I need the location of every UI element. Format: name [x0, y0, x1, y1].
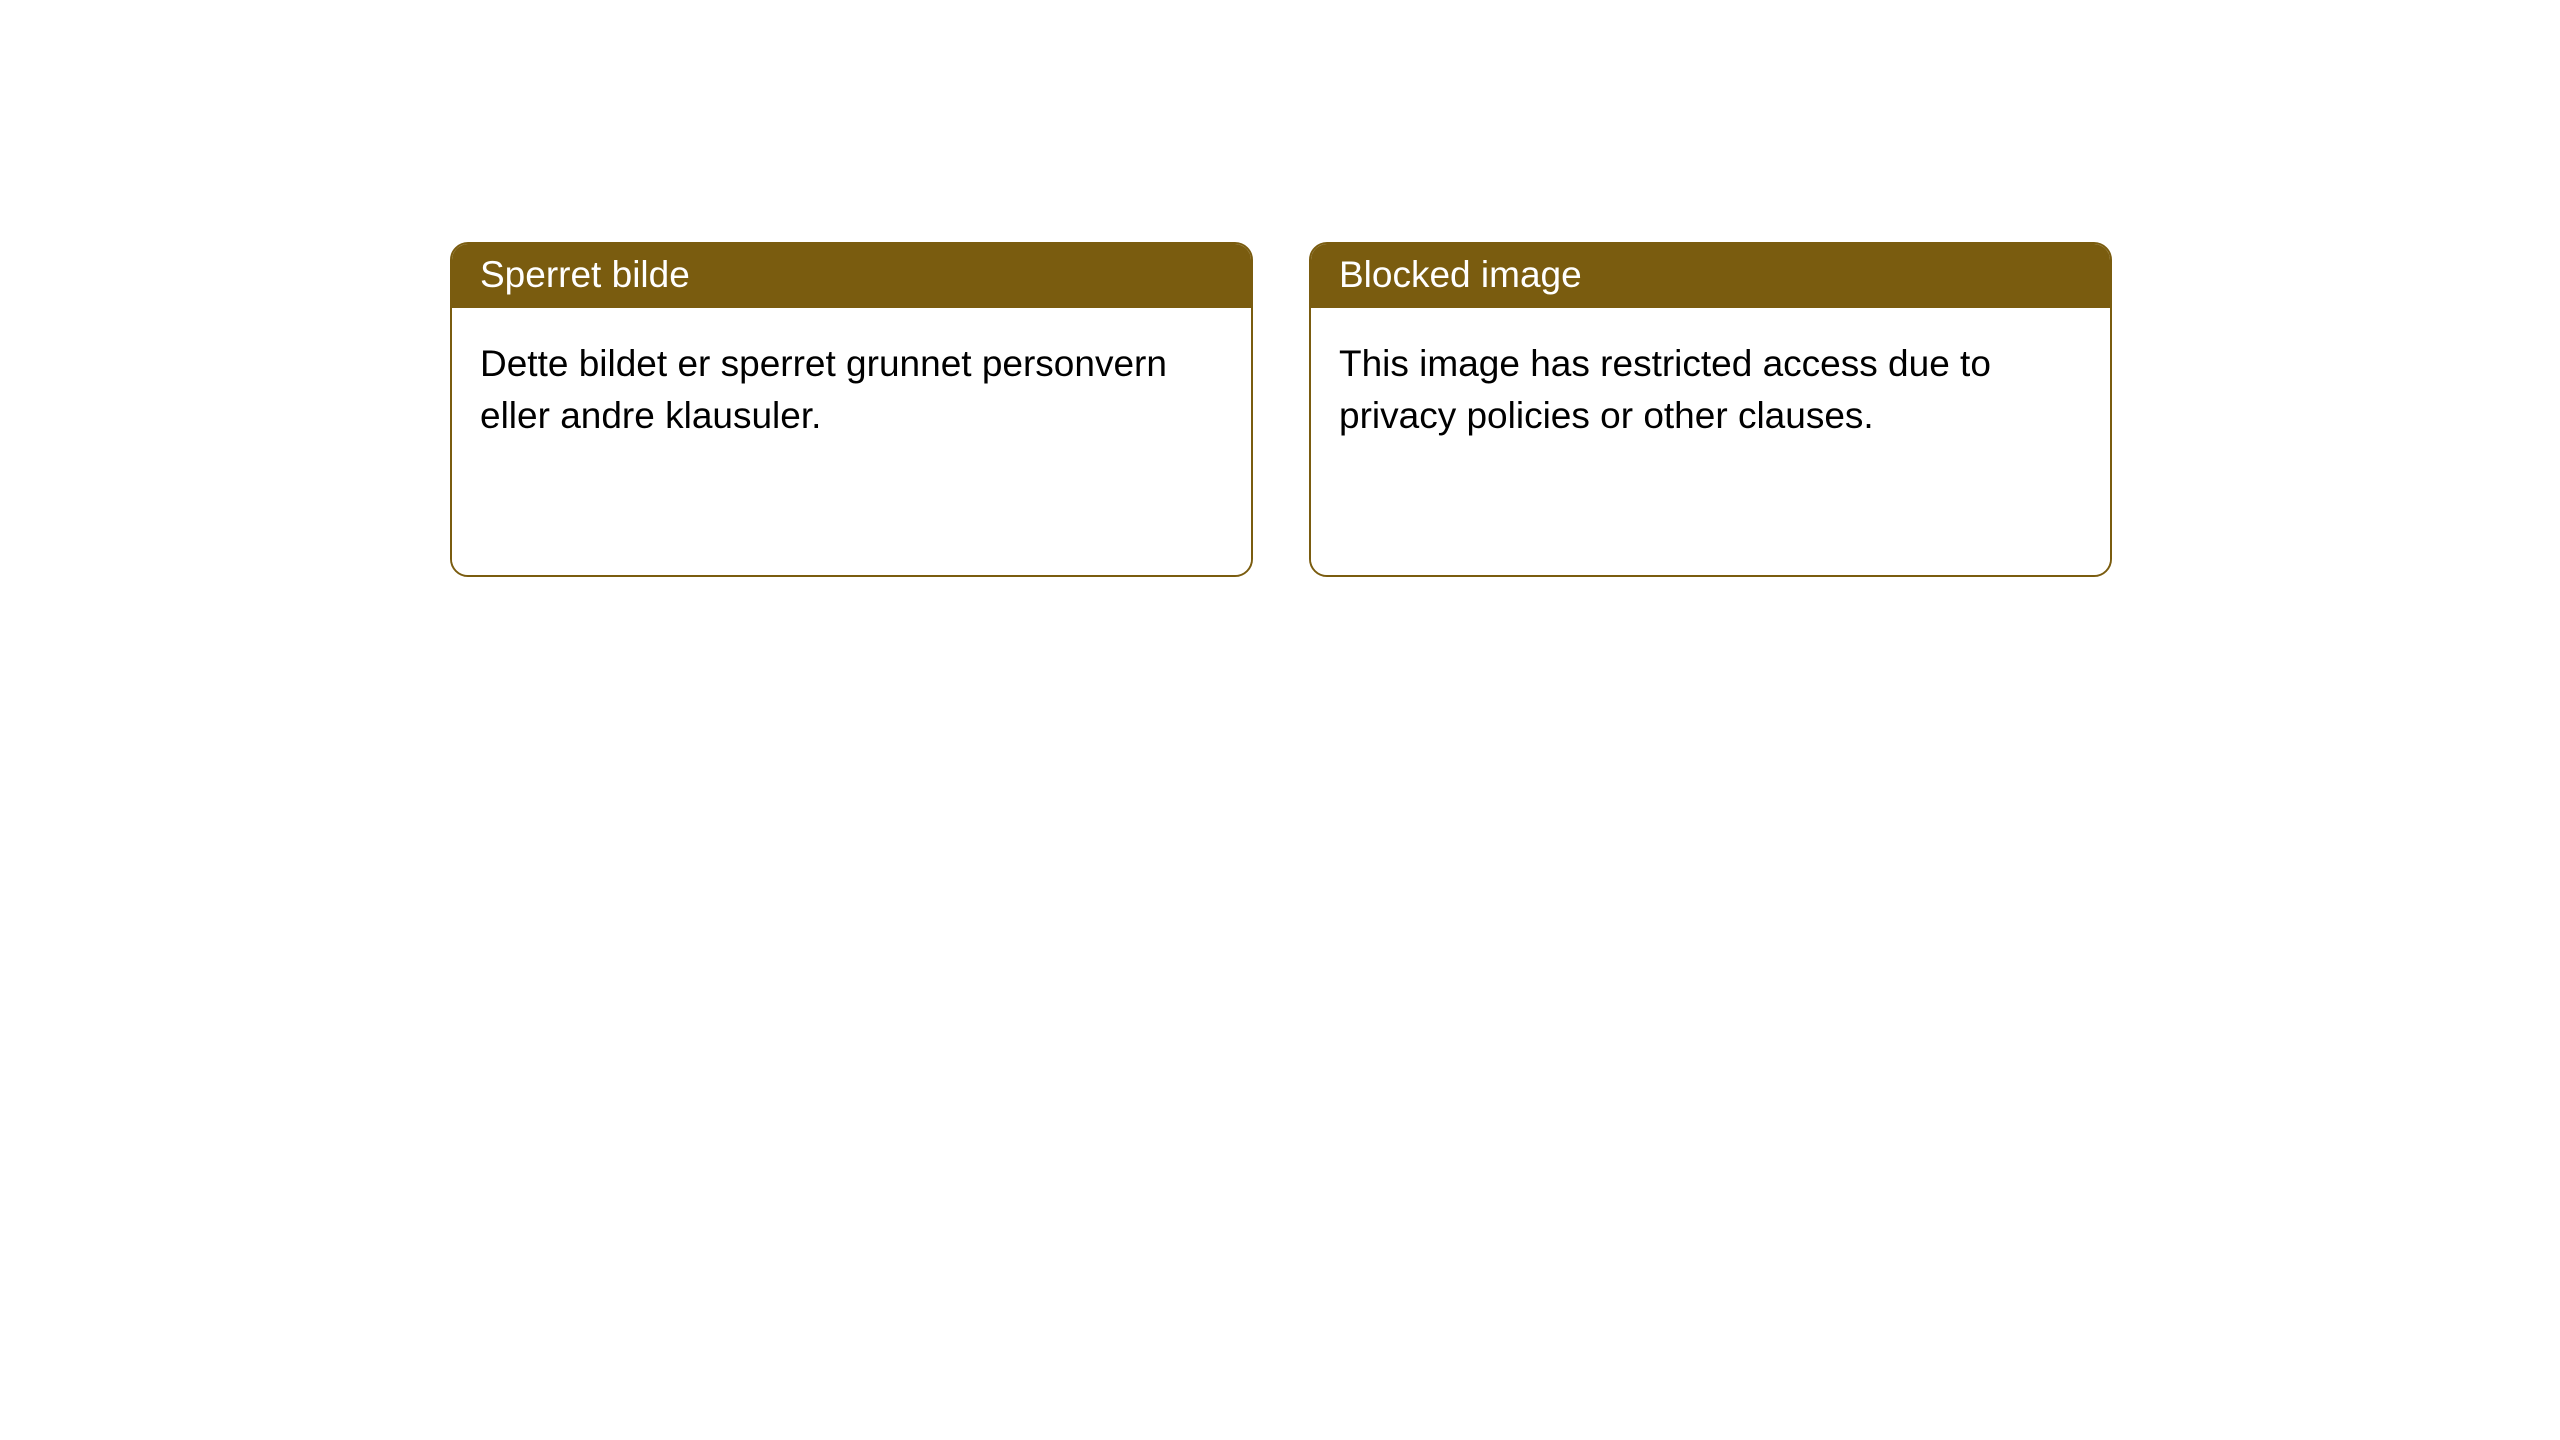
notice-card-english: Blocked image This image has restricted … — [1309, 242, 2112, 577]
notice-body: Dette bildet er sperret grunnet personve… — [452, 308, 1251, 575]
notice-title: Sperret bilde — [452, 244, 1251, 308]
notice-body: This image has restricted access due to … — [1311, 308, 2110, 575]
notice-container: Sperret bilde Dette bildet er sperret gr… — [0, 0, 2560, 577]
notice-title: Blocked image — [1311, 244, 2110, 308]
notice-card-norwegian: Sperret bilde Dette bildet er sperret gr… — [450, 242, 1253, 577]
